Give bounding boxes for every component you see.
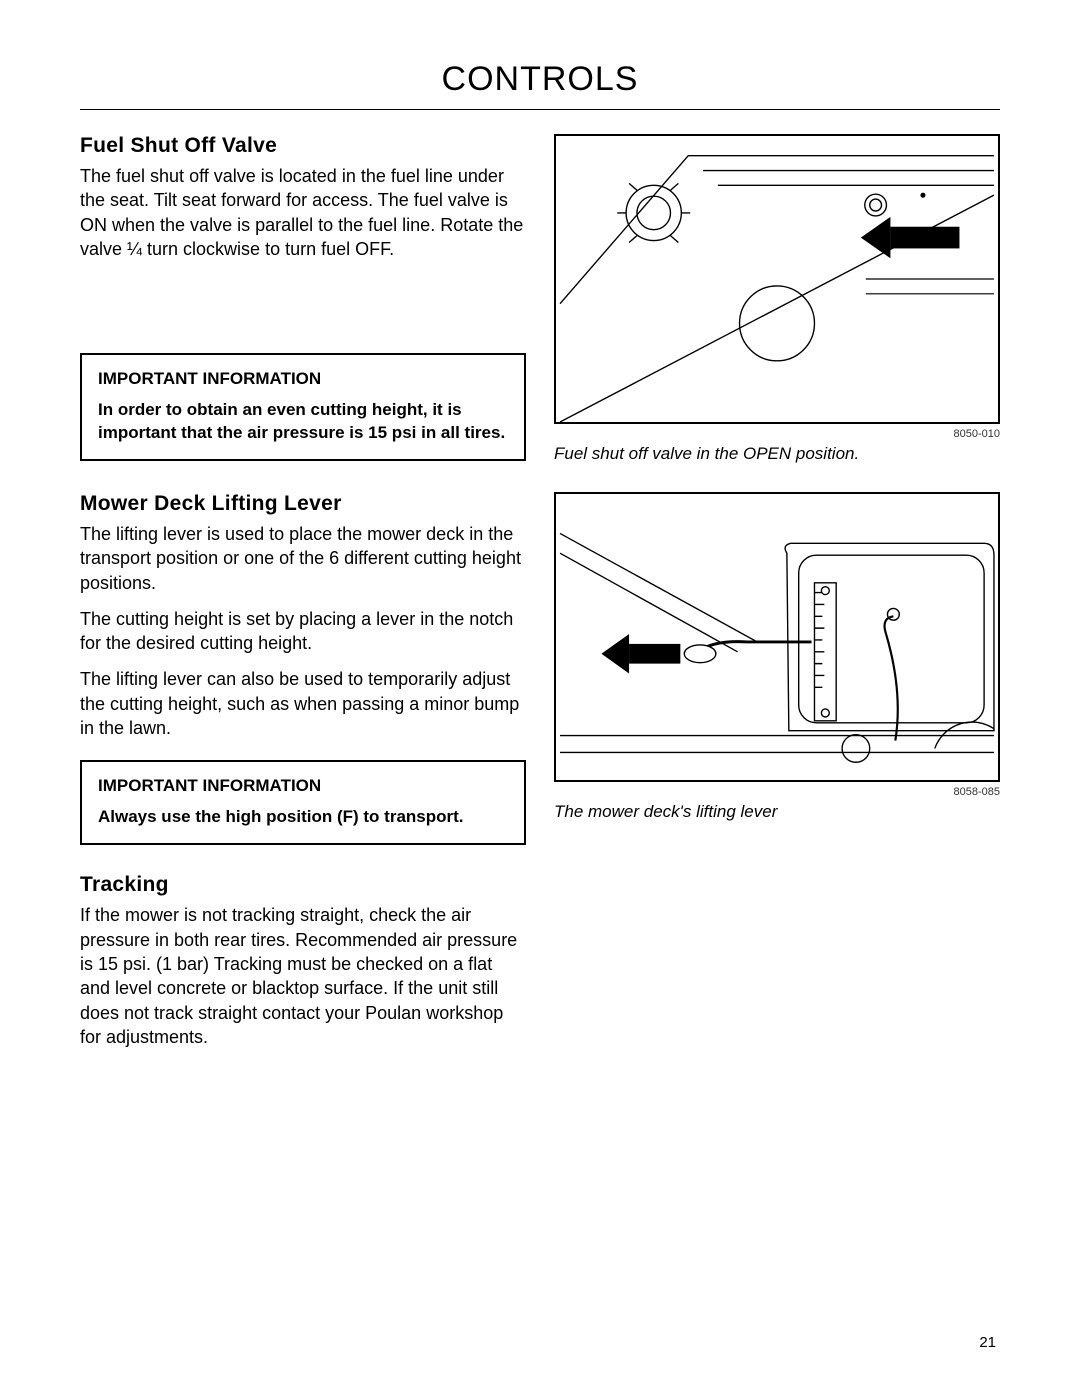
- lifting-lever-illustration: [556, 494, 998, 780]
- figure-lifting-lever: [554, 492, 1000, 782]
- tracking-heading: Tracking: [80, 873, 526, 897]
- lever-info-body: Always use the high position (F) to tran…: [98, 806, 508, 829]
- fuel-fig-code: 8050-010: [554, 428, 1000, 440]
- lever-heading: Mower Deck Lifting Lever: [80, 492, 526, 516]
- section-tracking: Tracking If the mower is not tracking st…: [80, 873, 1000, 1061]
- fuel-valve-illustration: [556, 136, 998, 422]
- fuel-heading: Fuel Shut Off Valve: [80, 134, 526, 158]
- lever-fig-caption: The mower deck's lifting lever: [554, 802, 1000, 822]
- title-rule: [80, 109, 1000, 110]
- fuel-info-title: IMPORTANT INFORMATION: [98, 369, 508, 389]
- lever-info-box: IMPORTANT INFORMATION Always use the hig…: [80, 760, 526, 845]
- lever-body2: The cutting height is set by placing a l…: [80, 607, 526, 656]
- page-number: 21: [979, 1334, 996, 1351]
- fuel-info-box: IMPORTANT INFORMATION In order to obtain…: [80, 353, 526, 461]
- tracking-body: If the mower is not tracking straight, c…: [80, 903, 526, 1049]
- section-lifting-lever: Mower Deck Lifting Lever The lifting lev…: [80, 492, 1000, 845]
- fuel-fig-caption: Fuel shut off valve in the OPEN position…: [554, 444, 1000, 464]
- lever-fig-code: 8058-085: [554, 786, 1000, 798]
- page-title: CONTROLS: [80, 60, 1000, 109]
- fuel-info-body: In order to obtain an even cutting heigh…: [98, 399, 508, 445]
- figure-fuel-valve: [554, 134, 1000, 424]
- lever-body1: The lifting lever is used to place the m…: [80, 522, 526, 595]
- lever-body3: The lifting lever can also be used to te…: [80, 667, 526, 740]
- lever-info-title: IMPORTANT INFORMATION: [98, 776, 508, 796]
- fuel-body: The fuel shut off valve is located in th…: [80, 164, 526, 261]
- section-fuel-shutoff: Fuel Shut Off Valve The fuel shut off va…: [80, 134, 1000, 464]
